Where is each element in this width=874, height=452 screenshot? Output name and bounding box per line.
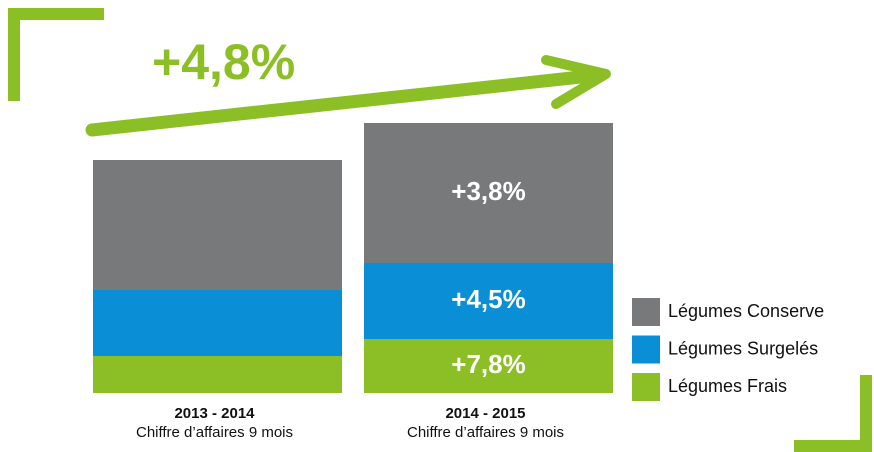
category-note: Chiffre d’affaires 9 mois (136, 424, 293, 441)
bar-segment (364, 263, 613, 339)
legend-label: Légumes Conserve (668, 301, 824, 321)
legend-swatch (632, 335, 660, 364)
category-label: 2014 - 2015 (445, 405, 525, 422)
legend-label: Légumes Frais (668, 376, 787, 396)
trend-arrow-head (541, 55, 611, 109)
trend-arrow (85, 69, 597, 137)
category-note: Chiffre d’affaires 9 mois (407, 424, 564, 441)
annotation: +4,8% (152, 34, 295, 90)
category-label: 2013 - 2014 (174, 405, 255, 422)
corner-bracket (8, 8, 104, 101)
bar-segment (93, 356, 342, 393)
growth-label: +7,8% (451, 349, 525, 379)
legend-label: Légumes Surgelés (668, 338, 818, 358)
legend-swatch (632, 298, 660, 326)
bar-segment (93, 290, 342, 356)
bar-segment (93, 160, 342, 290)
growth-label: +4,5% (451, 284, 525, 314)
growth-label: +3,8% (451, 176, 525, 206)
bar-segment (364, 339, 613, 393)
legend-swatch (632, 373, 660, 401)
corner-bracket (794, 375, 872, 452)
bar-segment (364, 123, 613, 263)
